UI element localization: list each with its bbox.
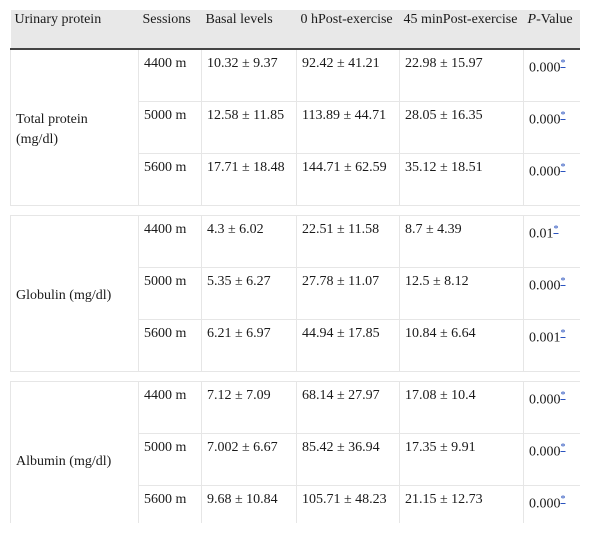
footnote-link[interactable]: * bbox=[560, 58, 566, 69]
group-separator-cell bbox=[10, 371, 580, 382]
table-row: 5600 m 6.21 ± 6.97 44.94 ± 17.85 10.84 ± 6.… bbox=[11, 319, 580, 372]
group-separator bbox=[10, 205, 580, 216]
p-value-text: 0.000 bbox=[529, 444, 561, 460]
session-cell: 5000 m bbox=[138, 433, 202, 486]
header-p-italic: P bbox=[527, 12, 537, 27]
session-cell: 4400 m bbox=[138, 381, 202, 434]
p-value-cell: 0.000* bbox=[523, 267, 580, 320]
post-45min-cell: 8.7 ± 4.39 bbox=[399, 215, 524, 268]
session-cell: 4400 m bbox=[138, 215, 202, 268]
session-cell: 4400 m bbox=[138, 49, 202, 102]
post-45min-cell: 21.15 ± 12.73 bbox=[399, 485, 524, 523]
p-value-text: 0.000 bbox=[529, 278, 561, 294]
footnote-link[interactable]: * bbox=[560, 390, 566, 401]
p-value-text: 0.000 bbox=[529, 164, 561, 180]
p-value-text: 0.000 bbox=[529, 60, 561, 76]
table-body: Total protein (mg/dl) 4400 m 10.32 ± 9.37 9… bbox=[10, 49, 580, 523]
post-0h-cell: 22.51 ± 11.58 bbox=[296, 215, 400, 268]
post-0h-cell: 85.42 ± 36.94 bbox=[296, 433, 400, 486]
footnote-link[interactable]: * bbox=[553, 224, 559, 235]
p-value-text: 0.01 bbox=[529, 226, 554, 242]
post-0h-cell: 68.14 ± 27.97 bbox=[296, 381, 400, 434]
post-45min-cell: 28.05 ± 16.35 bbox=[399, 101, 524, 154]
header-basal-levels: Basal levels bbox=[201, 10, 297, 50]
table-row: Globulin (mg/dl) 4400 m 4.3 ± 6.02 22.51 ± … bbox=[10, 215, 580, 372]
basal-cell: 4.3 ± 6.02 bbox=[201, 215, 297, 268]
footnote-link[interactable]: * bbox=[560, 442, 566, 453]
table-row: 5000 m 5.35 ± 6.27 27.78 ± 11.07 12.5 ± 8.1… bbox=[11, 267, 580, 320]
basal-cell: 5.35 ± 6.27 bbox=[201, 267, 297, 320]
p-value-cell: 0.000* bbox=[523, 49, 580, 102]
p-value-text: 0.000 bbox=[529, 496, 561, 512]
p-value-text: 0.000 bbox=[529, 392, 561, 408]
p-value-cell: 0.000* bbox=[523, 101, 580, 154]
header-45min-post-exercise: 45 minPost-exercise bbox=[399, 10, 524, 50]
table-row: 5600 m 17.71 ± 18.48 144.71 ± 62.59 35.12 ±… bbox=[11, 153, 580, 206]
post-45min-cell: 10.84 ± 6.64 bbox=[399, 319, 524, 372]
p-value-cell: 0.001* bbox=[523, 319, 580, 372]
group-label: Albumin (mg/dl) bbox=[10, 381, 139, 523]
footnote-link[interactable]: * bbox=[560, 276, 566, 287]
footnote-link[interactable]: * bbox=[560, 162, 566, 173]
basal-cell: 7.12 ± 7.09 bbox=[201, 381, 297, 434]
post-45min-cell: 17.08 ± 10.4 bbox=[399, 381, 524, 434]
basal-cell: 12.58 ± 11.85 bbox=[201, 101, 297, 154]
session-cell: 5600 m bbox=[138, 485, 202, 523]
session-cell: 5000 m bbox=[138, 101, 202, 154]
p-value-cell: 0.000* bbox=[523, 153, 580, 206]
header-urinary-protein: Urinary protein bbox=[10, 10, 139, 50]
table-row: Albumin (mg/dl) 4400 m 7.12 ± 7.09 68.14 ± … bbox=[10, 381, 580, 523]
basal-cell: 9.68 ± 10.84 bbox=[201, 485, 297, 523]
p-value-cell: 0.000* bbox=[523, 381, 580, 434]
post-45min-cell: 22.98 ± 15.97 bbox=[399, 49, 524, 102]
header-p-value: P-Value bbox=[523, 10, 580, 50]
post-0h-cell: 27.78 ± 11.07 bbox=[296, 267, 400, 320]
header-0h-post-exercise: 0 hPost-exercise bbox=[296, 10, 400, 50]
post-0h-cell: 113.89 ± 44.71 bbox=[296, 101, 400, 154]
table-row: Total protein (mg/dl) 4400 m 10.32 ± 9.37 9… bbox=[10, 49, 580, 206]
session-cell: 5600 m bbox=[138, 153, 202, 206]
table-row: 5000 m 7.002 ± 6.67 85.42 ± 36.94 17.35 ± 9… bbox=[11, 433, 580, 486]
footnote-link[interactable]: * bbox=[560, 110, 566, 121]
footnote-link[interactable]: * bbox=[560, 328, 566, 339]
p-value-cell: 0.000* bbox=[523, 433, 580, 486]
group-label: Globulin (mg/dl) bbox=[10, 215, 139, 372]
header-sessions: Sessions bbox=[138, 10, 202, 50]
urinary-protein-table: Urinary protein Sessions Basal levels 0 … bbox=[10, 10, 580, 523]
basal-cell: 17.71 ± 18.48 bbox=[201, 153, 297, 206]
footnote-link[interactable]: * bbox=[560, 494, 566, 505]
post-0h-cell: 92.42 ± 41.21 bbox=[296, 49, 400, 102]
group-separator bbox=[10, 371, 580, 382]
p-value-cell: 0.01* bbox=[523, 215, 580, 268]
p-value-text: 0.001 bbox=[529, 330, 561, 346]
post-0h-cell: 144.71 ± 62.59 bbox=[296, 153, 400, 206]
header-p-rest: -Value bbox=[536, 12, 573, 27]
table-row: 5600 m 9.68 ± 10.84 105.71 ± 48.23 21.15 ± … bbox=[11, 485, 580, 523]
post-45min-cell: 35.12 ± 18.51 bbox=[399, 153, 524, 206]
group-separator-cell bbox=[10, 205, 580, 216]
table-header: Urinary protein Sessions Basal levels 0 … bbox=[10, 10, 580, 50]
session-cell: 5600 m bbox=[138, 319, 202, 372]
post-45min-cell: 17.35 ± 9.91 bbox=[399, 433, 524, 486]
basal-cell: 6.21 ± 6.97 bbox=[201, 319, 297, 372]
group-label: Total protein (mg/dl) bbox=[10, 49, 139, 206]
p-value-cell: 0.000* bbox=[523, 485, 580, 523]
post-45min-cell: 12.5 ± 8.12 bbox=[399, 267, 524, 320]
basal-cell: 7.002 ± 6.67 bbox=[201, 433, 297, 486]
session-cell: 5000 m bbox=[138, 267, 202, 320]
post-0h-cell: 44.94 ± 17.85 bbox=[296, 319, 400, 372]
table-row: 5000 m 12.58 ± 11.85 113.89 ± 44.71 28.05 ±… bbox=[11, 101, 580, 154]
table-container: Urinary protein Sessions Basal levels 0 … bbox=[10, 10, 580, 523]
basal-cell: 10.32 ± 9.37 bbox=[201, 49, 297, 102]
p-value-text: 0.000 bbox=[529, 112, 561, 128]
post-0h-cell: 105.71 ± 48.23 bbox=[296, 485, 400, 523]
